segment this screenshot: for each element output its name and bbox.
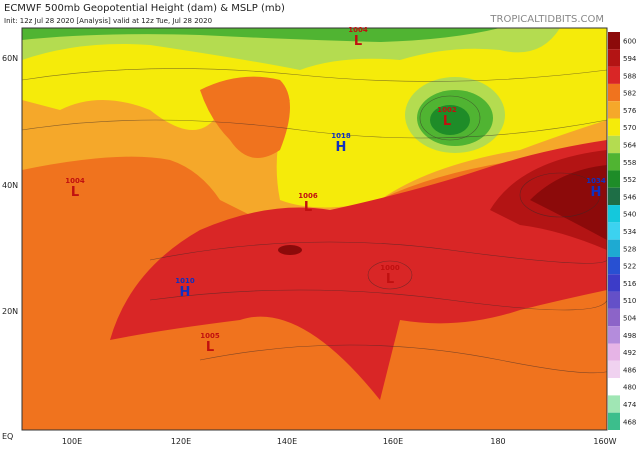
lon-label: 100E [62, 437, 82, 446]
subtitle: Init: 12z Jul 28 2020 [Analysis] valid a… [4, 17, 212, 25]
colorbar-label: 468 [623, 418, 636, 426]
colorbar-swatch [608, 205, 620, 223]
colorbar-swatch [608, 66, 620, 84]
colorbar-label: 546 [623, 193, 637, 201]
colorbar-swatch [608, 118, 620, 136]
colorbar-label: 552 [623, 176, 636, 184]
field [110, 140, 607, 400]
colorbar-swatch [608, 274, 620, 292]
colorbar-swatch [608, 412, 620, 430]
pressure-letter: L [304, 200, 312, 215]
pressure-letter: H [336, 140, 347, 155]
pressure-value: 1010 [175, 277, 195, 285]
site: TROPICALTIDBITS.COM [489, 14, 604, 25]
colorbar-swatch [608, 83, 620, 102]
title: ECMWF 500mb Geopotential Height (dam) & … [4, 3, 285, 14]
lon-label: 160E [383, 437, 403, 446]
colorbar-swatch [608, 222, 620, 240]
colorbar-label: 516 [623, 280, 637, 288]
colorbar-label: 534 [623, 228, 637, 236]
colorbar-swatch [608, 187, 620, 206]
colorbar-swatch [608, 378, 620, 396]
lat-label: 20N [2, 307, 18, 316]
lon-label: 120E [171, 437, 191, 446]
colorbar-label: 480 [623, 384, 636, 392]
colorbar-label: 594 [623, 55, 637, 63]
field [278, 245, 302, 255]
pressure-value: 1006 [298, 192, 318, 200]
pressure-letter: L [71, 185, 79, 200]
pressure-letter: H [180, 285, 191, 300]
colorbar-swatch [608, 101, 620, 119]
pressure-letter: L [354, 34, 362, 49]
colorbar-label: 570 [623, 124, 636, 132]
colorbar-swatch [608, 135, 620, 154]
field [530, 165, 607, 240]
lon-label: 180 [490, 437, 505, 446]
field [22, 28, 607, 208]
colorbar-swatch [608, 395, 620, 413]
lat-label: 60N [2, 54, 18, 63]
colorbar-label: 576 [623, 107, 637, 115]
pressure-value: 1002 [437, 106, 457, 114]
colorbar-swatch [608, 153, 620, 171]
pressure-value: 1000 [380, 264, 400, 272]
lat-label: 40N [2, 181, 18, 190]
map-frame [21, 27, 608, 431]
colorbar-label: 564 [623, 141, 637, 149]
pressure-letter: L [386, 272, 394, 287]
colorbar-swatch [608, 343, 620, 361]
map-fields [22, 28, 607, 430]
colorbar-label: 486 [623, 366, 637, 374]
colorbar-swatch [608, 291, 620, 309]
colorbar-label: 588 [623, 72, 636, 80]
colorbar-label: 600 [623, 38, 636, 46]
field [430, 105, 470, 135]
colorbar-swatch [608, 49, 620, 67]
pressure-letter: L [443, 114, 451, 129]
field [22, 28, 500, 42]
colorbar-label: 528 [623, 245, 636, 253]
colorbar-swatch [608, 239, 620, 257]
lat-label: EQ [2, 432, 13, 441]
colorbar-swatch [608, 308, 620, 327]
colorbar-swatch [608, 256, 620, 275]
pressure-letter: H [591, 185, 602, 200]
colorbar-swatch [608, 32, 620, 50]
colorbar-label: 474 [623, 401, 637, 409]
colorbar-label: 540 [623, 211, 636, 219]
colorbar-label: 498 [623, 332, 636, 340]
colorbar-label: 522 [623, 263, 636, 271]
colorbar-swatch [608, 326, 620, 344]
pressure-value: 1005 [200, 332, 220, 340]
pressure-value: 1018 [331, 132, 351, 140]
lon-label: 140E [277, 437, 297, 446]
colorbar-label: 558 [623, 159, 636, 167]
colorbar-label: 504 [623, 315, 637, 323]
pressure-value: 1004 [348, 26, 368, 34]
lon-label: 160W [593, 437, 616, 446]
field [200, 76, 290, 158]
pressure-letter: L [206, 340, 214, 355]
colorbar-label: 582 [623, 90, 636, 98]
pressure-value: 1004 [65, 177, 85, 185]
pressure-value: 1034 [586, 177, 606, 185]
colorbar-swatch [608, 360, 620, 379]
colorbar-label: 492 [623, 349, 636, 357]
colorbar-swatch [608, 170, 620, 188]
colorbar-label: 510 [623, 297, 636, 305]
